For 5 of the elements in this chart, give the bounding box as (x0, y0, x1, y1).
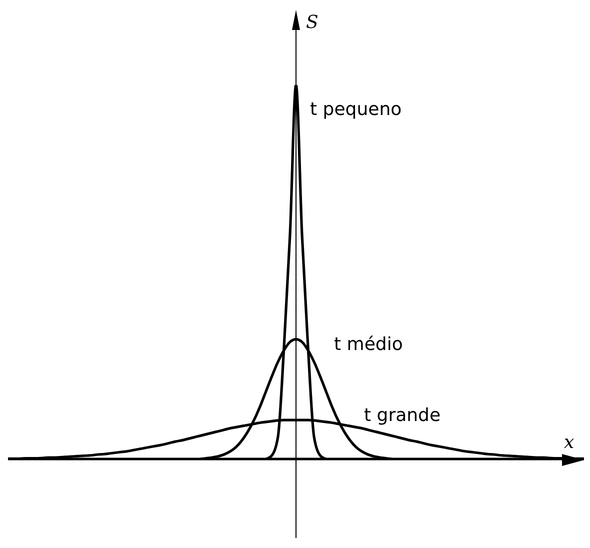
series-label: t médio (334, 334, 403, 355)
series-label: t grande (364, 405, 441, 426)
y-axis-title: S (306, 12, 318, 33)
series-label: t pequeno (310, 99, 402, 120)
x-axis-title: x (564, 432, 574, 453)
